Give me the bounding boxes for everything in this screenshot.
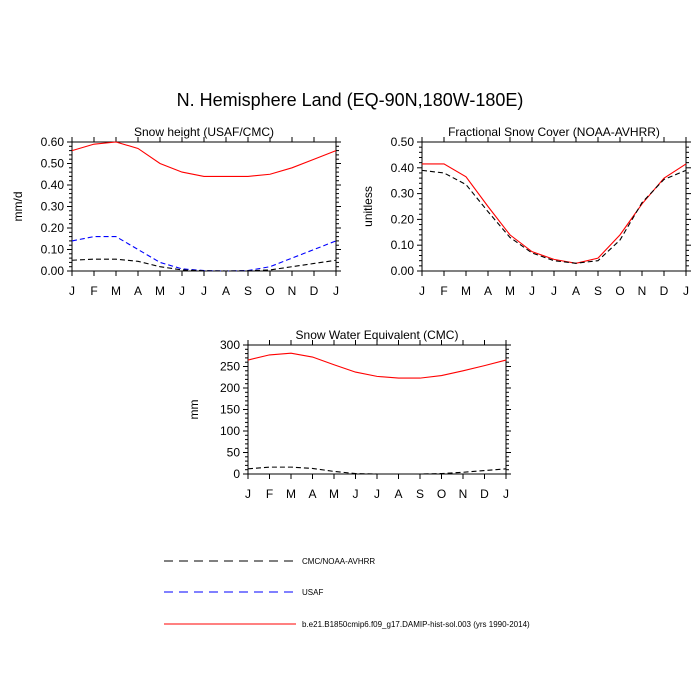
y-tick-label: 50 xyxy=(227,446,241,460)
y-tick-label: 0.30 xyxy=(391,187,415,201)
x-tick-label: F xyxy=(266,487,273,501)
x-tick-label: A xyxy=(222,284,230,298)
plot-frame xyxy=(71,141,337,272)
x-tick-label: O xyxy=(615,284,624,298)
chart-panel-1: Snow height (USAF/CMC) mm/d 0.00 0.10 0.20 0.… xyxy=(11,125,341,298)
y-tick-label: 250 xyxy=(220,360,240,374)
y-tick-label: 100 xyxy=(220,424,240,438)
legend-label: USAF xyxy=(302,588,324,597)
x-tick-label: J xyxy=(245,487,251,501)
chart-panel-3: Snow Water Equivalent (CMC) mm 0 50 100 150 20… xyxy=(187,328,511,501)
y-tick-label: 0.50 xyxy=(391,135,415,149)
x-tick-label: J xyxy=(551,284,557,298)
legend-item: USAF xyxy=(160,587,560,599)
x-tick-label: S xyxy=(244,284,252,298)
y-tick-label: 150 xyxy=(220,403,240,417)
x-tick-label: J xyxy=(503,487,509,501)
y-tick-label: 200 xyxy=(220,381,240,395)
x-tick-label: M xyxy=(111,284,121,298)
y-tick-label: 0.00 xyxy=(41,264,65,278)
x-tick-label: M xyxy=(505,284,515,298)
x-tick-label: S xyxy=(594,284,602,298)
x-tick-label: J xyxy=(333,284,339,298)
legend-label: b.e21.B1850cmip6.f09_g17.DAMIP-hist-sol.… xyxy=(302,620,530,629)
x-tick-label: A xyxy=(484,284,492,298)
x-tick-label: A xyxy=(134,284,142,298)
plot-frame xyxy=(247,344,507,475)
y-axis-label: mm/d xyxy=(11,192,25,222)
x-tick-label: M xyxy=(155,284,165,298)
x-tick-label: A xyxy=(394,487,402,501)
x-tick-label: N xyxy=(459,487,468,501)
x-tick-label: J xyxy=(529,284,535,298)
series-line-model xyxy=(422,163,687,264)
x-tick-label: D xyxy=(310,284,319,298)
series-line-usaf xyxy=(71,236,337,272)
x-tick-label: O xyxy=(265,284,274,298)
y-tick-label: 0.50 xyxy=(41,157,65,171)
x-tick-label: A xyxy=(572,284,580,298)
y-tick-label: 0.40 xyxy=(41,178,65,192)
panel-title: Snow height (USAF/CMC) xyxy=(134,125,274,139)
y-axis-label: unitless xyxy=(361,186,375,227)
legend-swatch xyxy=(164,623,296,625)
x-tick-label: A xyxy=(308,487,316,501)
series-line-model xyxy=(71,141,337,177)
series-line-cmc-noaa-avhrr xyxy=(421,169,687,264)
x-tick-label: S xyxy=(416,487,424,501)
legend-item: b.e21.B1850cmip6.f09_g17.DAMIP-hist-sol.… xyxy=(160,619,560,631)
y-tick-label: 0 xyxy=(233,467,240,481)
y-tick-label: 0.30 xyxy=(41,200,65,214)
x-tick-label: F xyxy=(90,284,97,298)
x-tick-label: N xyxy=(638,284,647,298)
x-tick-label: J xyxy=(201,284,207,298)
figure-title: N. Hemisphere Land (EQ-90N,180W-180E) xyxy=(176,90,524,110)
x-tick-label: D xyxy=(660,284,669,298)
series-line-cmc-noaa-avhrr xyxy=(247,466,507,475)
legend-label: CMC/NOAA-AVHRR xyxy=(302,557,376,566)
x-tick-label: D xyxy=(480,487,489,501)
x-tick-label: F xyxy=(440,284,447,298)
x-tick-label: M xyxy=(329,487,339,501)
legend-swatch xyxy=(164,560,296,562)
x-tick-label: N xyxy=(288,284,297,298)
x-tick-label: J xyxy=(179,284,185,298)
y-tick-label: 0.20 xyxy=(391,212,415,226)
panel-title: Snow Water Equivalent (CMC) xyxy=(296,328,459,342)
x-tick-label: J xyxy=(353,487,359,501)
x-tick-label: O xyxy=(437,487,446,501)
chart-panel-2: Fractional Snow Cover (NOAA-AVHRR) unitle… xyxy=(361,125,691,298)
y-tick-label: 0.20 xyxy=(41,221,65,235)
series-line-cmc-noaa-avhrr xyxy=(71,258,337,272)
y-tick-label: 0.00 xyxy=(391,264,415,278)
y-tick-label: 0.10 xyxy=(41,243,65,257)
y-tick-label: 0.10 xyxy=(391,238,415,252)
legend-swatch xyxy=(164,591,296,593)
x-tick-label: J xyxy=(69,284,75,298)
x-tick-label: J xyxy=(374,487,380,501)
x-tick-label: J xyxy=(683,284,689,298)
x-tick-label: J xyxy=(419,284,425,298)
x-tick-label: M xyxy=(461,284,471,298)
y-axis-label: mm xyxy=(187,400,201,420)
x-tick-label: M xyxy=(286,487,296,501)
plot-frame xyxy=(421,141,687,272)
y-tick-label: 300 xyxy=(220,338,240,352)
legend-item: CMC/NOAA-AVHRR xyxy=(160,556,560,568)
series-line-model xyxy=(247,352,507,379)
panel-title: Fractional Snow Cover (NOAA-AVHRR) xyxy=(448,125,660,139)
y-tick-label: 0.40 xyxy=(391,161,415,175)
y-tick-label: 0.60 xyxy=(41,135,65,149)
